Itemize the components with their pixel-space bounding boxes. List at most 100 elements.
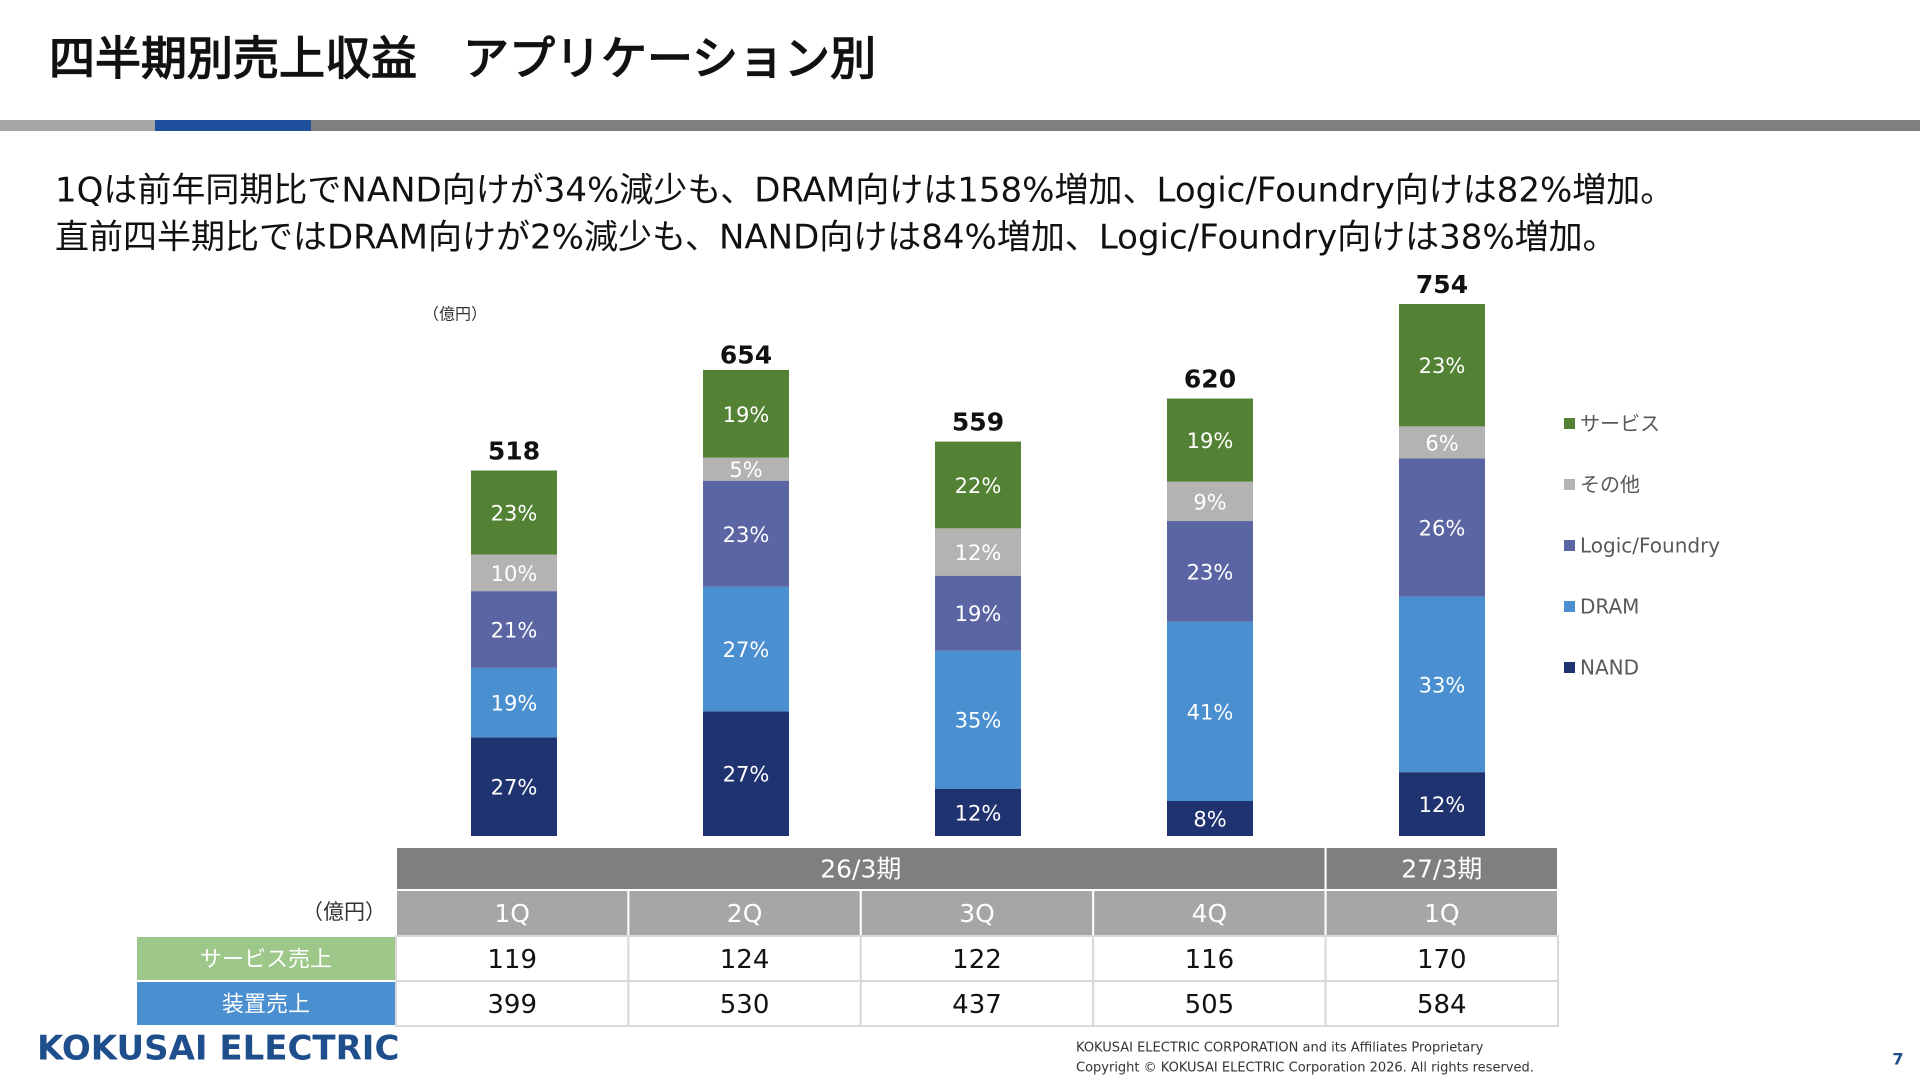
table-column-text: 2Q [727,899,763,928]
table-cell-text: 437 [952,990,1002,1020]
segment-label: 12% [955,801,1002,825]
table-column-text: 3Q [959,899,995,928]
table-cell [1092,980,1327,1027]
table-header-cell [1324,846,1559,891]
table-cell-text: 119 [487,945,537,975]
bar-segment [1399,458,1485,597]
slide-title: 四半期別売上収益 アプリケーション別 [49,32,876,86]
table-cell-text: 399 [487,990,537,1020]
segment-label: 19% [723,403,770,427]
segment-label: 23% [1419,354,1466,378]
segment-label: 5% [729,458,762,482]
table-cell [1324,980,1559,1027]
table-header-cell [395,846,1327,891]
bar-segment [703,457,789,481]
legend-label: その他 [1580,473,1640,497]
bar-segment [935,575,1021,651]
bar-segment [471,591,557,668]
table-column-text: 4Q [1192,899,1228,928]
bar-segment [1167,801,1253,836]
table-cell [859,935,1095,982]
bar-segment [935,650,1021,789]
table-cell-text: 170 [1417,945,1467,975]
row-label: 装置売上 [222,993,310,1018]
bar-segment [1399,426,1485,459]
table-cell [1324,935,1559,982]
bar-segment [935,528,1021,576]
segment-label: 12% [955,541,1002,565]
legend-label: DRAM [1580,595,1639,619]
table-cell [627,935,862,982]
legend-label: Logic/Foundry [1580,534,1720,558]
page-number: 7 [1892,1050,1903,1069]
legend-swatch [1564,662,1575,673]
bar-segment [703,369,789,458]
legend-label: NAND [1580,656,1639,680]
rule [155,120,311,131]
bar-segment [935,788,1021,836]
segment-label: 23% [1187,560,1234,584]
bar-segment [471,554,557,592]
legend-swatch [1564,418,1575,429]
table-column-text: 1Q [1424,899,1460,928]
table-unit: （億円） [302,900,386,924]
table-cell-text: 584 [1417,990,1467,1020]
segment-label: 19% [955,602,1002,626]
rule [0,120,155,131]
bar-segment [471,470,557,555]
segment-label: 22% [955,474,1002,498]
bar-segment [471,737,557,836]
table-header-text: 27/3期 [1401,855,1482,884]
notice: KOKUSAI ELECTRIC CORPORATION and its Aff… [1076,1041,1484,1056]
bar-segment [703,711,789,836]
logo: KOKUSAI ELECTRIC [37,1029,399,1069]
notice: Copyright © KOKUSAI ELECTRIC Corporation… [1076,1061,1534,1076]
total-label: 754 [1416,270,1468,299]
total-label: 559 [952,408,1004,437]
segment-label: 21% [491,619,538,643]
table-header-cell [859,889,1095,937]
segment-label: 19% [1187,429,1234,453]
total-label: 654 [720,341,772,370]
rule [311,120,1920,131]
unit-label: （億円） [423,305,487,324]
segment-label: 12% [1419,793,1466,817]
table-cell [1092,935,1327,982]
table-cell-text: 122 [952,945,1002,975]
table-header-cell [627,889,862,937]
bar-segment [1167,621,1253,802]
bar-segment [1399,772,1485,836]
total-label: 620 [1184,365,1236,394]
table-cell-text: 116 [1185,945,1235,975]
segment-label: 8% [1193,808,1226,832]
bar-segment [703,586,789,712]
table-header-cell [1092,889,1327,937]
legend-swatch [1564,479,1575,490]
segment-label: 27% [723,763,770,787]
legend-swatch [1564,540,1575,551]
segment-label: 19% [491,692,538,716]
total-label: 518 [488,437,540,466]
segment-label: 41% [1187,700,1234,724]
table-header-cell [1324,889,1559,937]
segment-label: 27% [723,638,770,662]
segment-label: 9% [1193,490,1226,514]
table-column-text: 1Q [494,899,530,928]
legend-label: サービス [1580,412,1660,436]
segment-label: 26% [1419,516,1466,540]
bar-segment [1167,481,1253,522]
bar-segment [935,441,1021,529]
segment-label: 10% [491,562,538,586]
segment-label: 23% [723,523,770,547]
bar-segment [1399,596,1485,773]
row-label-cell [135,980,397,1027]
segment-label: 33% [1419,673,1466,697]
table-header-cell [395,889,630,937]
summary-line: 直前四半期比ではDRAM向けが2%減少も、NAND向けは84%増加、Logic/… [55,218,1617,258]
segment-label: 6% [1425,431,1458,455]
segment-label: 35% [955,709,1002,733]
table-header-text: 26/3期 [820,855,901,884]
bar-segment [471,667,557,738]
legend-swatch [1564,601,1575,612]
